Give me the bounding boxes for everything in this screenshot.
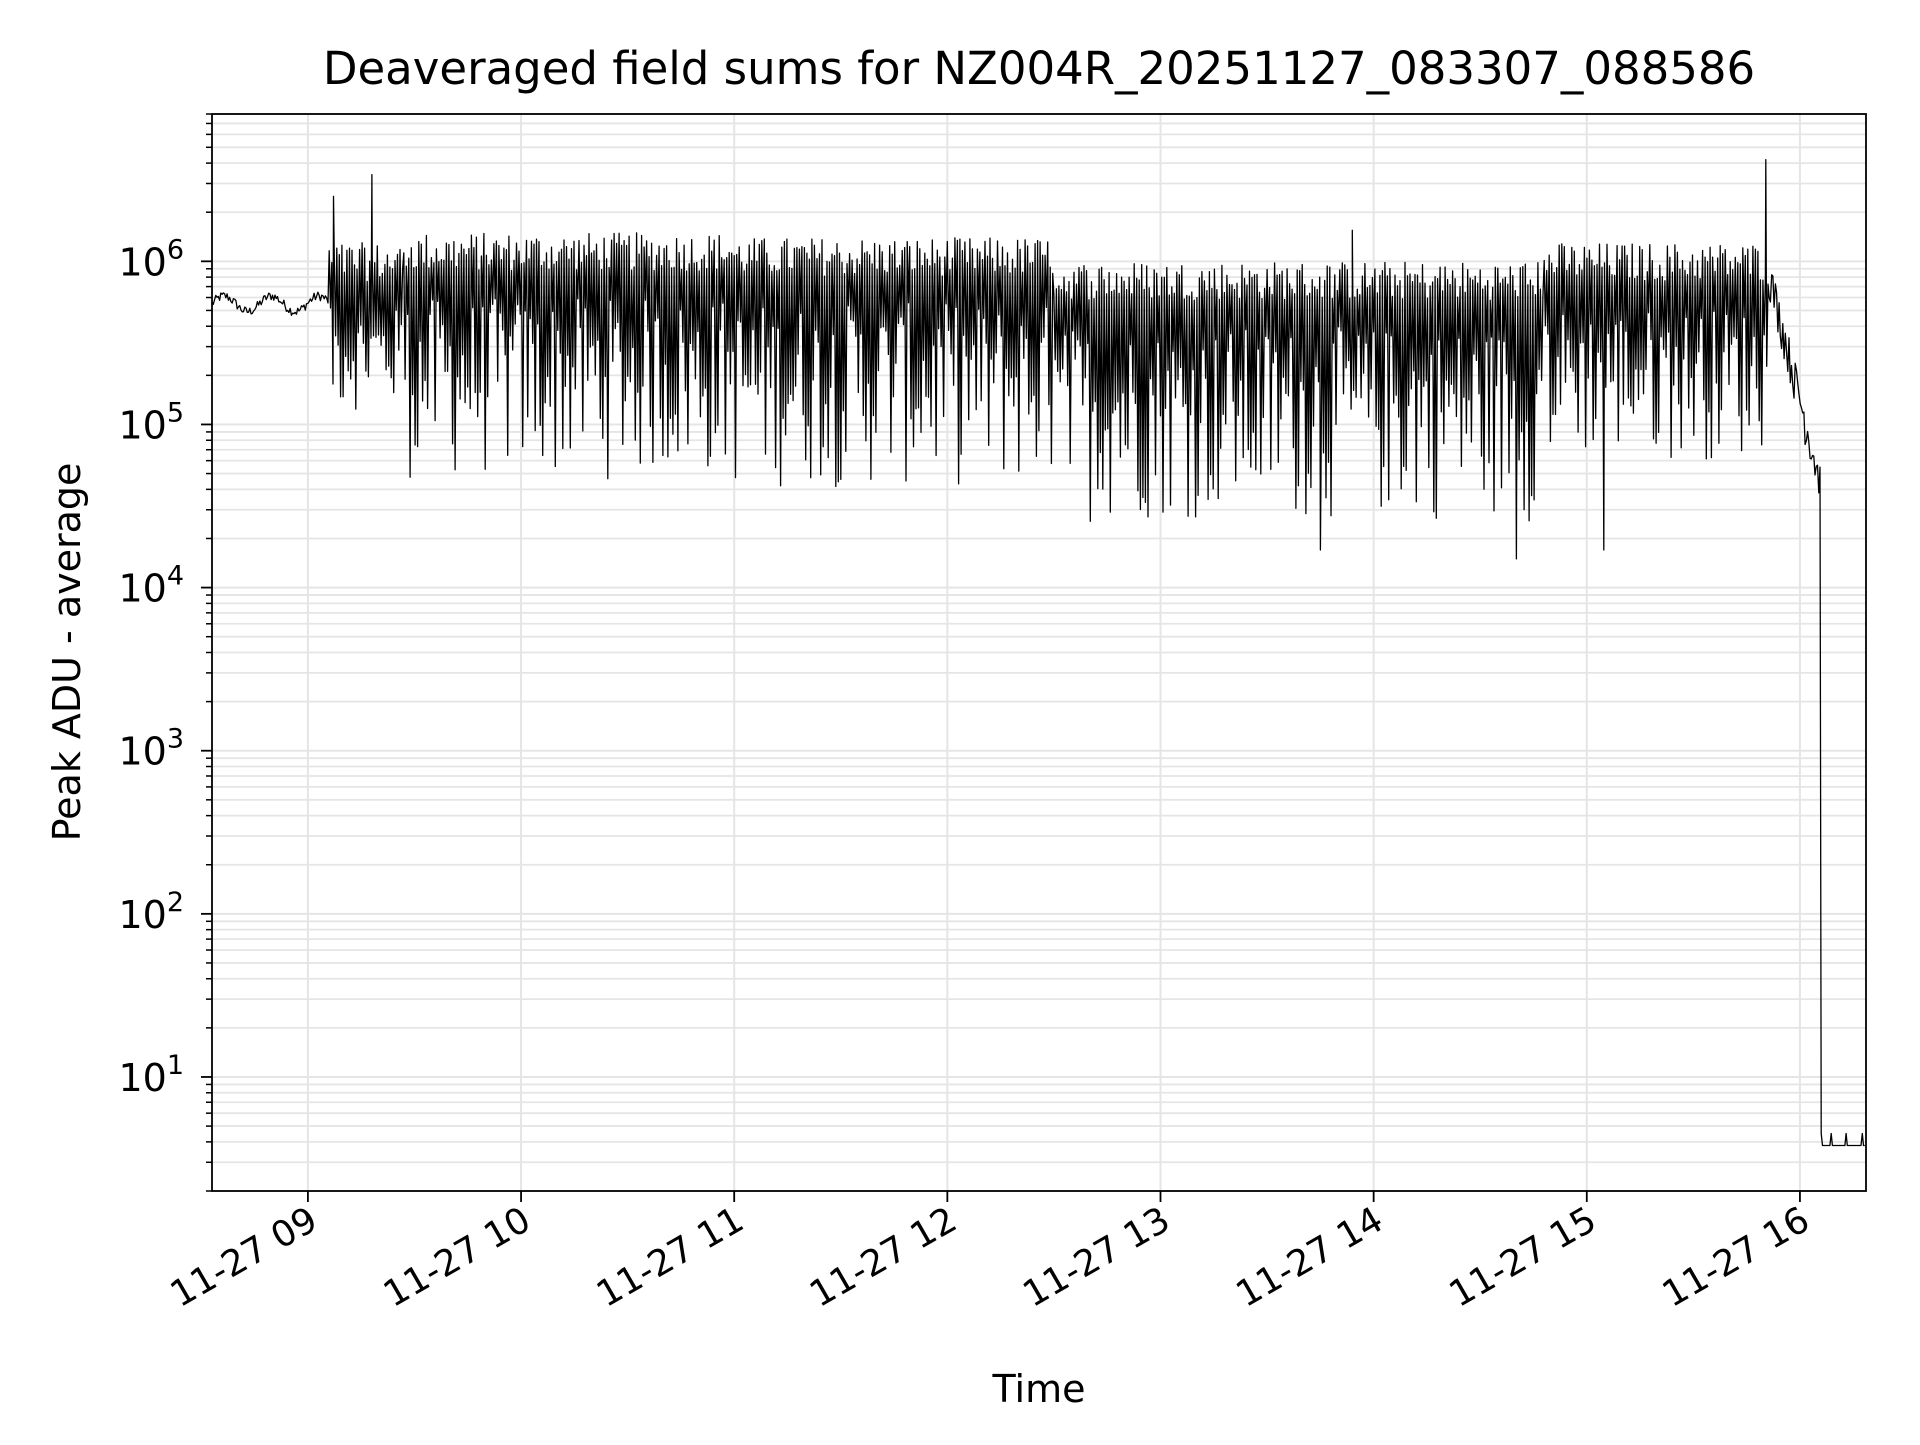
y-tick-label: 105: [118, 397, 184, 447]
y-tick-label: 103: [118, 724, 184, 774]
data-layer: [211, 159, 1865, 1147]
y-axis-label: Peak ADU - average: [45, 463, 89, 842]
y-tick-label: 102: [118, 887, 184, 937]
y-tick-label: 101: [118, 1050, 184, 1100]
chart-title: Deaveraged field sums for NZ004R_2025112…: [323, 42, 1755, 95]
y-tick-label: 104: [118, 561, 184, 611]
y-tick-label: 106: [118, 234, 184, 284]
series-line: [211, 159, 1865, 1147]
x-axis-label: Time: [992, 1367, 1086, 1411]
